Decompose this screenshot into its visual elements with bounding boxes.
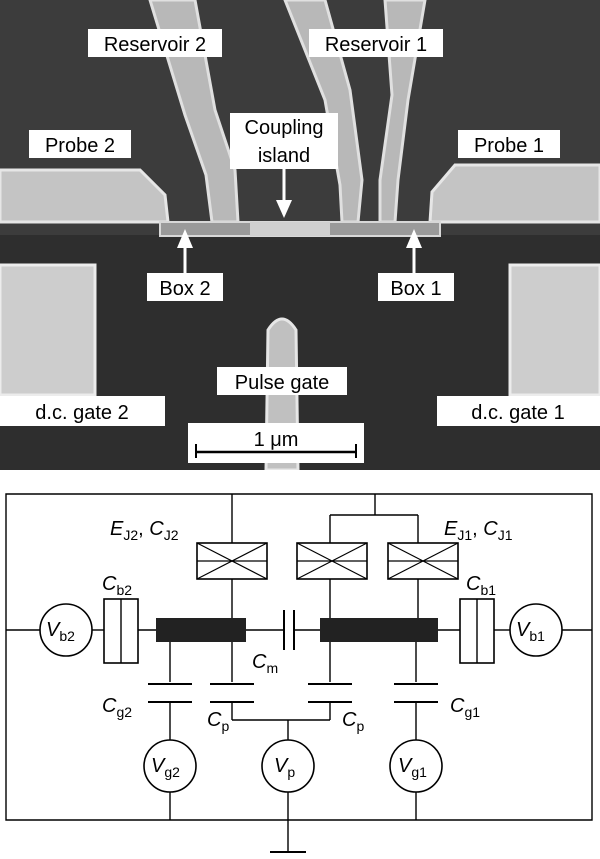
coupling-island [250,222,330,236]
label-cb2: Cb2 [102,573,132,598]
svg-text:Reservoir 2: Reservoir 2 [104,34,206,56]
label-cm: Cm [252,651,278,676]
probe2-lead [0,168,170,224]
dc-gate2-electrode [0,263,97,397]
island-box1 [320,618,438,642]
capacitor-cp-left [210,683,254,703]
svg-text:1 μm: 1 μm [254,429,299,451]
capacitor-cb1 [459,598,495,664]
label-vg2: Vg2 [151,755,180,780]
capacitor-cm [283,610,295,650]
svg-text:d.c. gate 2: d.c. gate 2 [35,402,128,424]
arrow-box1 [406,229,422,273]
arrow-box2 [177,229,193,273]
label-box2: Box 2 [147,273,223,301]
sem-micrograph: Reservoir 2 Reservoir 1 Probe 2 Probe 1 … [0,0,600,470]
label-ej2-cj2: EJ2, CJ2 [110,518,179,543]
junction-j1b [387,542,459,580]
svg-text:Pulse gate: Pulse gate [235,372,330,394]
label-probe2: Probe 2 [29,130,131,158]
label-cg2: Cg2 [102,695,132,720]
label-vg1: Vg1 [398,755,427,780]
label-vb2: Vb2 [46,619,75,644]
svg-text:island: island [258,145,310,167]
svg-text:Reservoir 1: Reservoir 1 [325,34,427,56]
svg-text:Box 1: Box 1 [390,278,441,300]
dc-gate1-electrode [508,263,600,397]
label-dc-gate1: d.c. gate 1 [437,396,600,426]
label-vb1: Vb1 [516,619,545,644]
label-reservoir1: Reservoir 1 [309,29,443,57]
label-cg1: Cg1 [450,695,480,720]
label-dc-gate2: d.c. gate 2 [0,396,165,426]
label-probe1: Probe 1 [458,130,560,158]
ground-symbol [270,820,306,853]
label-cp-left: Cp [207,709,229,734]
probe1-lead [428,163,600,224]
label-coupling-island: Coupling island [230,113,338,169]
svg-text:Probe 2: Probe 2 [45,135,115,157]
label-box1: Box 1 [378,273,454,301]
label-vp: Vp [274,755,295,780]
svg-text:Coupling: Coupling [245,117,324,139]
label-cp-right: Cp [342,709,364,734]
label-reservoir2: Reservoir 2 [88,29,222,57]
label-pulse-gate: Pulse gate [217,367,347,395]
svg-text:Probe 1: Probe 1 [474,135,544,157]
capacitor-cg2 [148,683,192,703]
capacitor-cp-right [308,683,352,703]
source-vb2 [39,603,93,657]
svg-text:Box 2: Box 2 [159,278,210,300]
source-vb1 [509,603,563,657]
arrow-coupling-island [276,169,292,218]
circuit-diagram: EJ2, CJ2 EJ1, CJ1 Cb2 Cb1 Vb2 Vb1 Cm Cg2… [5,493,593,853]
junction-j1a [296,542,368,580]
island-box2 [156,618,246,642]
svg-text:d.c. gate 1: d.c. gate 1 [471,402,564,424]
label-ej1-cj1: EJ1, CJ1 [444,518,513,543]
capacitor-cg1 [394,683,438,703]
outer-wire-frame [5,493,593,821]
junction-j2 [196,542,268,580]
capacitor-cb2 [103,598,139,664]
label-cb1: Cb1 [466,573,496,598]
scale-bar: 1 μm [188,423,364,463]
